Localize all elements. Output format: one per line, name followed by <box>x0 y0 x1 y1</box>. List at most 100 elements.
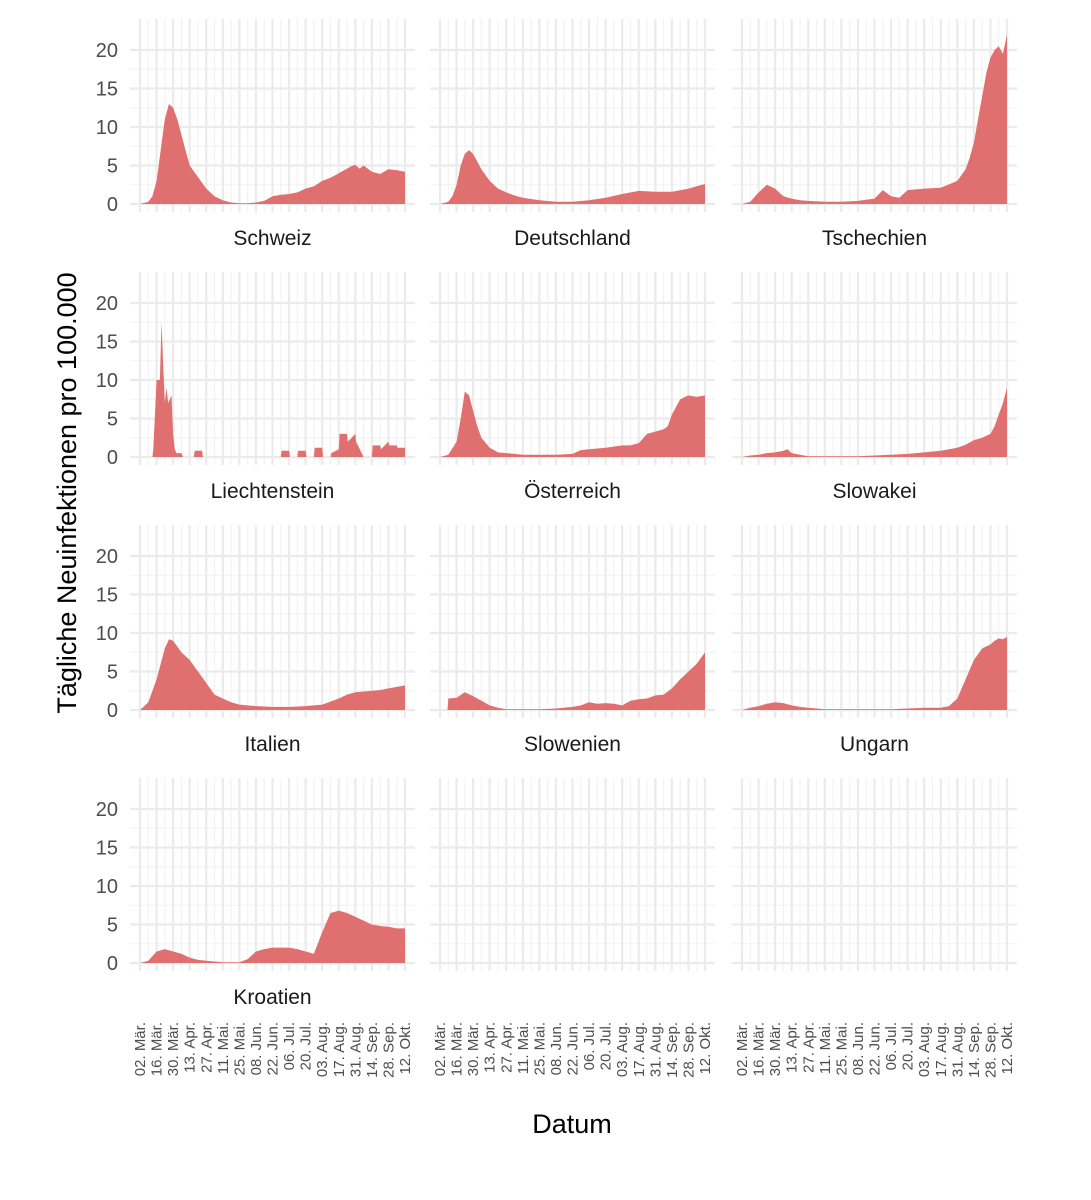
x-tick-label: 14. Sep. <box>364 1022 381 1078</box>
x-tick-label: 03. Aug. <box>314 1022 331 1077</box>
y-tick-label: 10 <box>96 876 118 898</box>
x-tick-label: 03. Aug. <box>916 1022 933 1077</box>
facet-panel: 0 5 10 15 20 Liechtenstein <box>96 272 415 503</box>
x-tick-label: 22. Jun. <box>867 1022 884 1075</box>
x-tick-label: 02. Mär. <box>734 1022 751 1076</box>
area-ungarn <box>742 636 1007 710</box>
x-tick-label: 16. Mär. <box>149 1022 166 1076</box>
x-tick-label: 20. Jul. <box>598 1022 615 1070</box>
x-tick-label: 25. Mai. <box>531 1022 548 1075</box>
x-tick-label: 16. Mär. <box>449 1022 466 1076</box>
facet-panels: 0 5 10 15 20 Schweiz Deutschland Tschechien 0 5 10… <box>96 19 1017 1078</box>
facet-strip-label: Schweiz <box>233 227 311 250</box>
area-slowakei <box>742 387 1007 457</box>
x-tick-label: 11. Mai. <box>515 1022 532 1074</box>
x-tick-label: 17. Aug. <box>631 1022 648 1077</box>
facet-strip-label: Deutschland <box>514 227 631 250</box>
facet-panel: 0 5 10 15 20 Italien <box>96 525 415 756</box>
x-tick-label: 13. Apr. <box>784 1022 801 1073</box>
facet-strip-label: Slowakei <box>832 480 916 503</box>
facet-panel: 0 5 10 15 20 Schweiz <box>96 19 415 250</box>
facet-panel: Slowakei <box>732 272 1017 503</box>
x-tick-label: 27. Apr. <box>498 1022 515 1073</box>
x-tick-label: 20. Jul. <box>298 1022 315 1070</box>
y-tick-label: 20 <box>96 40 118 62</box>
y-tick-label: 0 <box>107 700 118 722</box>
x-tick-label: 14. Sep. <box>664 1022 681 1078</box>
x-tick-label: 06. Jul. <box>581 1022 598 1070</box>
area-italien <box>140 639 405 710</box>
y-tick-label: 0 <box>107 194 118 216</box>
x-tick-label: 12. Okt. <box>397 1022 414 1075</box>
x-tick-label: 02. Mär. <box>432 1022 449 1076</box>
y-tick-label: 15 <box>96 838 118 860</box>
facet-strip-label: Slowenien <box>524 733 621 756</box>
y-tick-label: 5 <box>107 662 118 684</box>
area-schweiz <box>140 103 405 204</box>
x-tick-label: 22. Jun. <box>265 1022 282 1075</box>
x-axis-title: Datum <box>532 1109 612 1139</box>
facet-strip-label: Ungarn <box>840 733 909 756</box>
facet-strip-label: Tschechien <box>822 227 927 250</box>
y-tick-label: 20 <box>96 799 118 821</box>
x-tick-label: 25. Mai. <box>833 1022 850 1075</box>
facet-strip-label: Kroatien <box>233 986 311 1009</box>
y-tick-label: 15 <box>96 332 118 354</box>
x-tick-label: 08. Jun. <box>850 1022 867 1075</box>
y-tick-label: 10 <box>96 117 118 139</box>
y-tick-label: 10 <box>96 370 118 392</box>
x-tick-label: 11. Mai. <box>215 1022 232 1074</box>
y-tick-label: 0 <box>107 953 118 975</box>
x-tick-label: 03. Aug. <box>614 1022 631 1077</box>
x-tick-label: 22. Jun. <box>565 1022 582 1075</box>
facet-panel: Deutschland <box>430 19 715 250</box>
y-tick-label: 20 <box>96 293 118 315</box>
x-tick-label: 28. Sep. <box>380 1022 397 1078</box>
x-tick-label: 27. Apr. <box>800 1022 817 1073</box>
x-tick-label: 17. Aug. <box>933 1022 950 1077</box>
facet-panel: Österreich <box>430 272 715 503</box>
x-tick-label: 31. Aug. <box>347 1022 364 1077</box>
area-deutschland <box>440 150 705 204</box>
area-österreich <box>440 391 705 457</box>
x-tick-label: 31. Aug. <box>949 1022 966 1077</box>
facet-panel: Tschechien <box>732 19 1017 250</box>
x-tick-label: 11. Mai. <box>817 1022 834 1074</box>
x-tick-label: 08. Jun. <box>248 1022 265 1075</box>
facet-panel: 0 5 10 15 20 Kroatien 02. Mär. 16. Mär. 30. Mär.… <box>96 778 415 1078</box>
x-tick-label: 28. Sep. <box>982 1022 999 1078</box>
x-tick-label: 13. Apr. <box>182 1022 199 1073</box>
facet-panel: Ungarn <box>732 525 1017 756</box>
x-tick-label: 27. Apr. <box>198 1022 215 1073</box>
y-tick-label: 5 <box>107 915 118 937</box>
x-tick-label: 12. Okt. <box>999 1022 1016 1075</box>
facet-strip-label: Italien <box>244 733 300 756</box>
x-tick-label: 30. Mär. <box>767 1022 784 1076</box>
area-tschechien <box>742 34 1007 204</box>
facet-strip-label: Österreich <box>524 480 621 503</box>
x-tick-label: 14. Sep. <box>966 1022 983 1078</box>
area-liechtenstein <box>140 322 405 457</box>
x-tick-label: 16. Mär. <box>751 1022 768 1076</box>
y-tick-label: 15 <box>96 585 118 607</box>
x-tick-label: 12. Okt. <box>697 1022 714 1075</box>
x-tick-label: 06. Jul. <box>883 1022 900 1070</box>
x-tick-label: 08. Jun. <box>548 1022 565 1075</box>
area-kroatien <box>140 910 405 963</box>
y-tick-label: 5 <box>107 409 118 431</box>
x-tick-label: 06. Jul. <box>281 1022 298 1070</box>
x-tick-label: 20. Jul. <box>900 1022 917 1070</box>
x-tick-label: 30. Mär. <box>465 1022 482 1076</box>
y-tick-label: 15 <box>96 79 118 101</box>
facet-panel: 02. Mär. 16. Mär. 30. Mär. 13. Apr. 27. Apr.… <box>732 778 1017 1078</box>
facet-panel: Slowenien <box>430 525 715 756</box>
x-tick-label: 17. Aug. <box>331 1022 348 1077</box>
y-axis-title: Tägliche Neuinfektionen pro 100.000 <box>52 272 82 713</box>
y-tick-label: 10 <box>96 623 118 645</box>
x-tick-label: 13. Apr. <box>482 1022 499 1073</box>
x-tick-label: 31. Aug. <box>647 1022 664 1077</box>
x-tick-label: 25. Mai. <box>231 1022 248 1075</box>
x-tick-label: 02. Mär. <box>132 1022 149 1076</box>
y-tick-label: 20 <box>96 546 118 568</box>
